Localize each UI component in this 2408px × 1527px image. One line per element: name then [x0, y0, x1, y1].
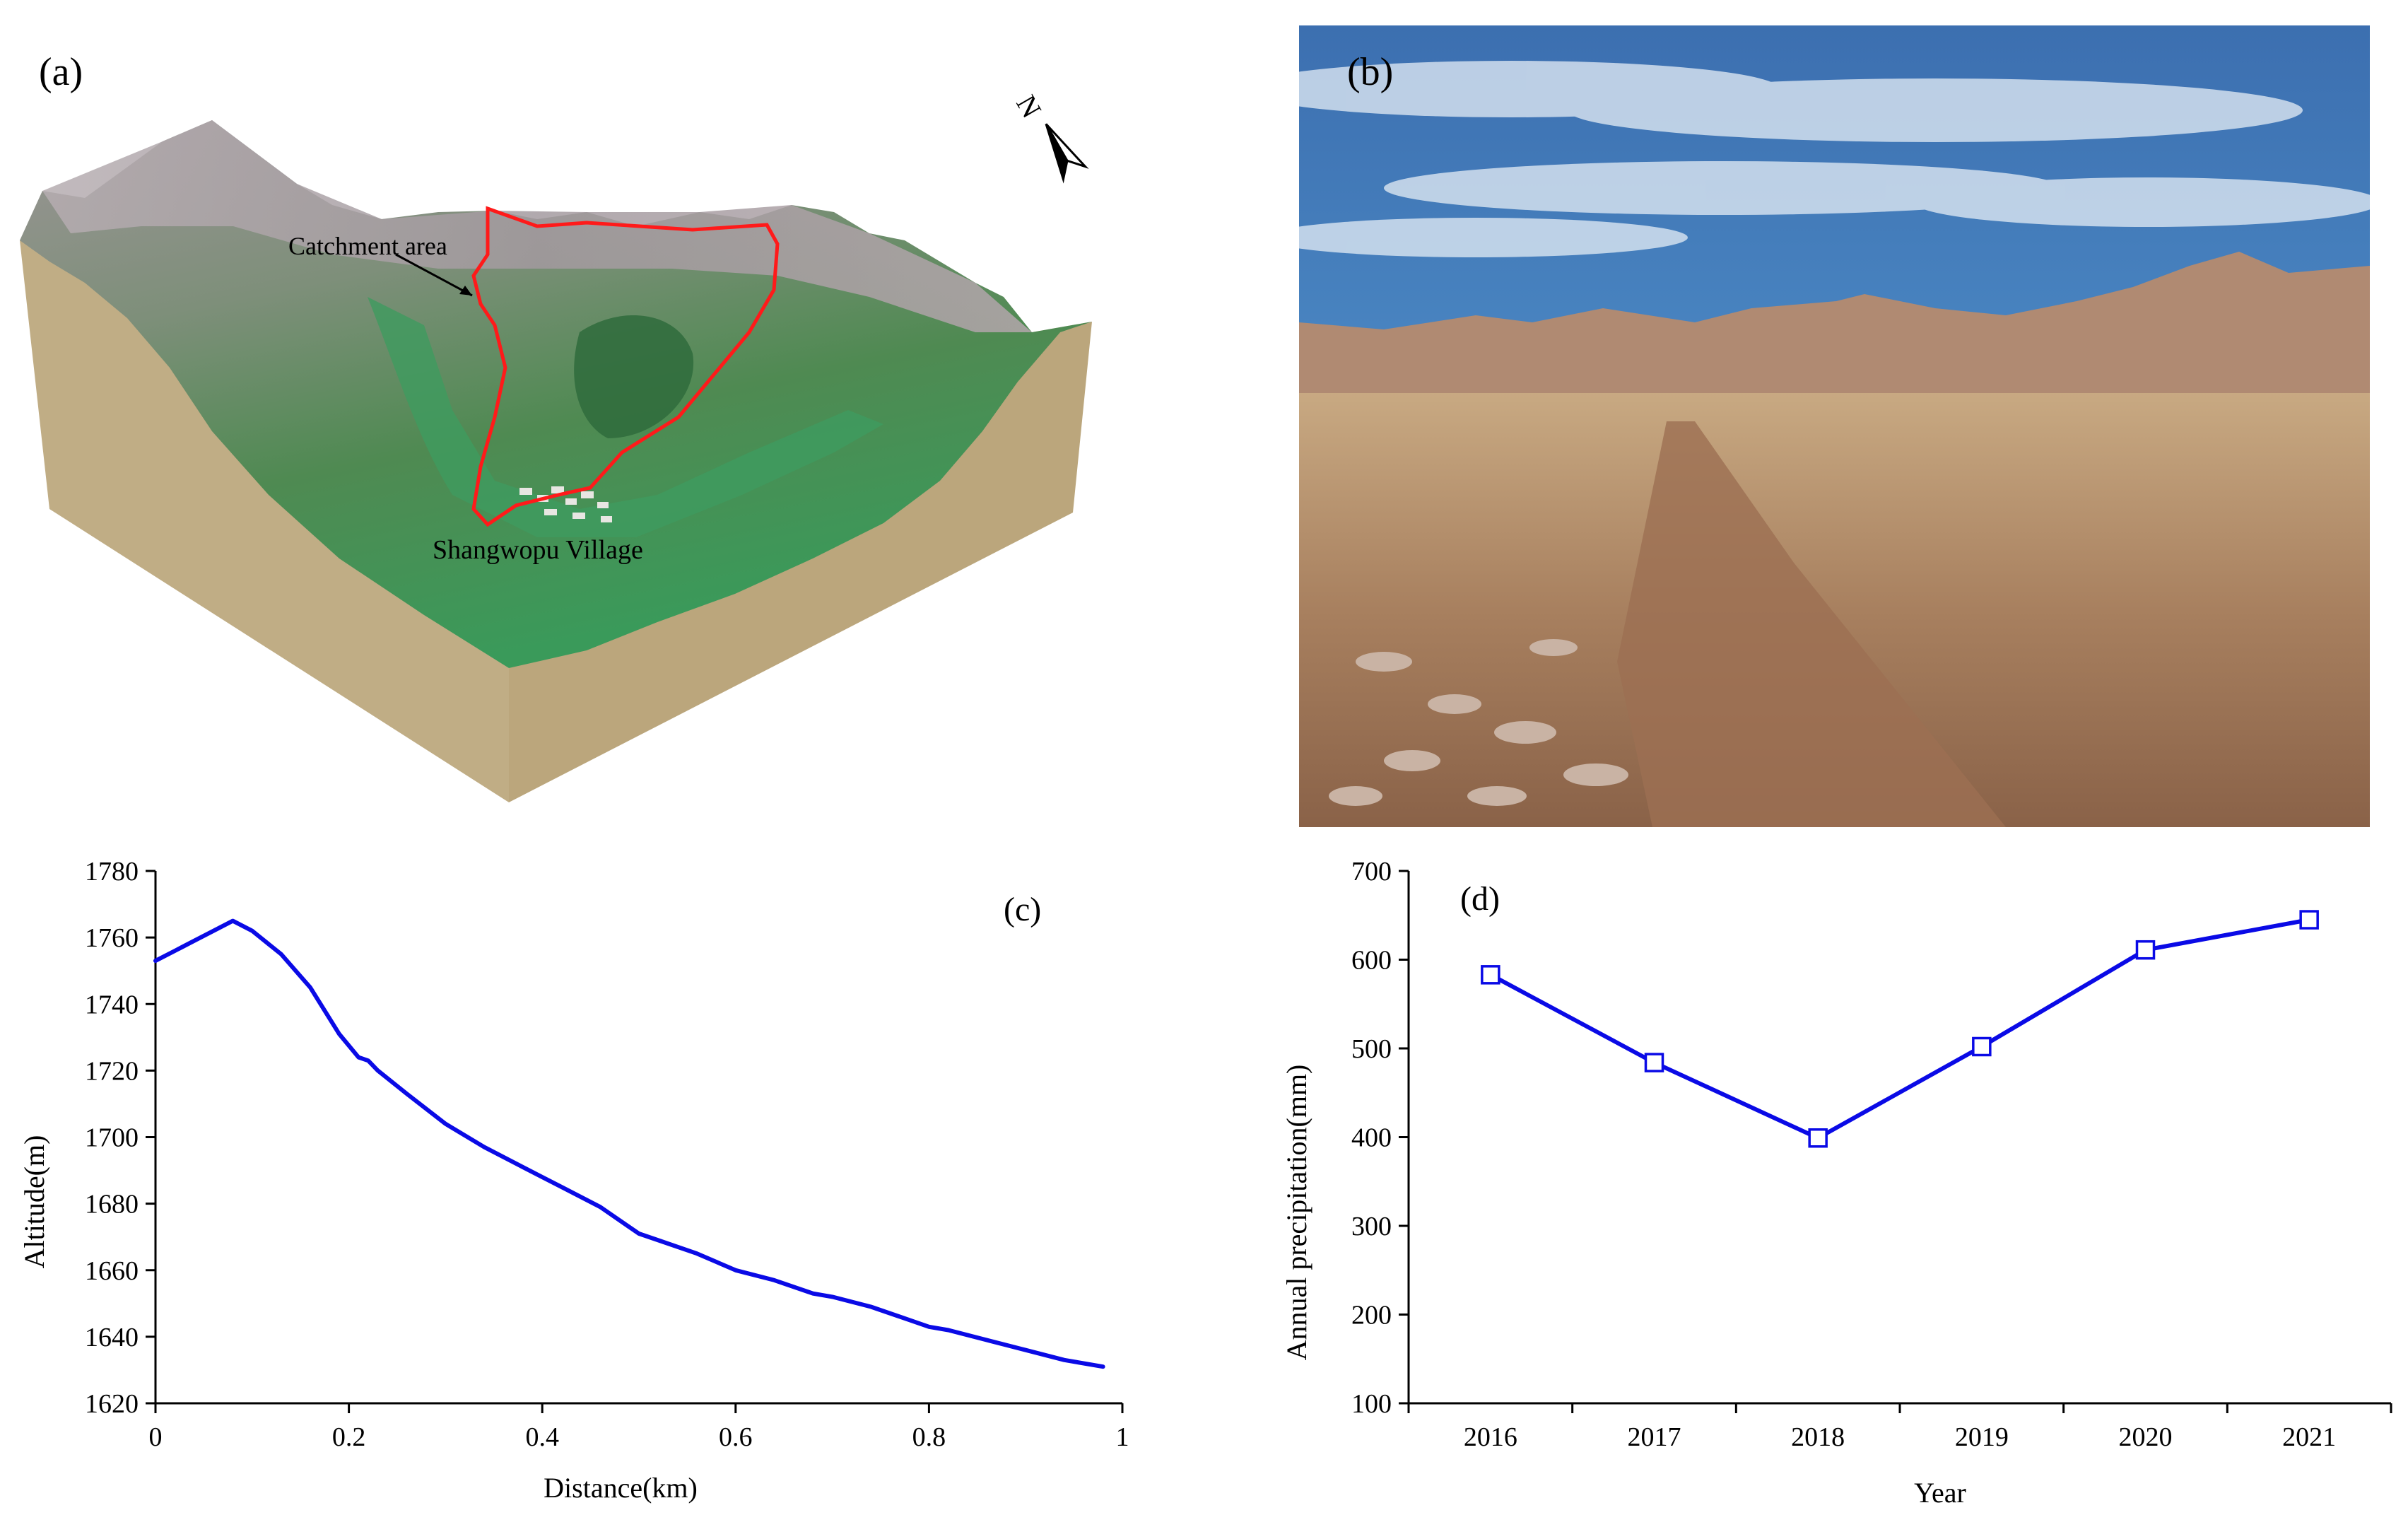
chart-c-ylabel: Altitude(m)	[18, 1135, 50, 1269]
y-tick-label: 1640	[85, 1323, 139, 1352]
chart-d-ylabel: Annual precipitation(mm)	[1281, 1065, 1312, 1361]
panel-b-label: (b)	[1347, 50, 1393, 94]
x-tick-label: 2017	[1628, 1422, 1681, 1452]
chart-d-xlabel: Year	[1914, 1477, 1966, 1509]
y-tick-label: 500	[1351, 1034, 1392, 1064]
forest-patch	[574, 315, 694, 438]
precipitation-marker	[1481, 965, 1500, 985]
shangwopu-village-label: Shangwopu Village	[433, 535, 643, 565]
precipitation-marker	[1972, 1036, 1992, 1057]
north-arrow-icon: N	[1010, 90, 1089, 184]
x-tick-label: 2018	[1791, 1422, 1845, 1452]
y-tick-label: 1720	[85, 1056, 139, 1086]
dirt-track	[1617, 421, 2006, 827]
altitude-profile-line	[153, 918, 1105, 1369]
catchment-boundary	[471, 206, 780, 527]
precipitation-marker	[1808, 1128, 1828, 1148]
y-tick-label: 700	[1351, 857, 1392, 887]
terrain-3d-panel: Catchment area Shangwopu Village N (a)	[0, 0, 1159, 834]
x-tick-label: 0.6	[719, 1422, 753, 1452]
x-tick-label: 2020	[2119, 1422, 2173, 1452]
precipitation-marker	[2135, 940, 2156, 960]
x-tick-label: 0	[149, 1422, 163, 1452]
y-tick-label: 1780	[85, 857, 139, 887]
precipitation-panel: (d) Year Annual precipitation(mm) 100 200…	[1202, 834, 2408, 1523]
rock-field	[1329, 639, 1628, 806]
chart-d-panel-label: (d)	[1460, 880, 1500, 918]
catchment-area-label: Catchment area	[288, 232, 447, 260]
terrain-block-left-side	[20, 198, 509, 802]
y-tick-label: 1680	[85, 1190, 139, 1219]
mountain-range	[1299, 252, 2370, 421]
y-tick-label: 100	[1351, 1389, 1392, 1419]
chart-c-panel-label: (c)	[1004, 891, 1041, 928]
x-tick-label: 1	[1116, 1422, 1129, 1452]
x-tick-label: 0.2	[332, 1422, 366, 1452]
precipitation-marker	[2299, 910, 2319, 930]
x-tick-label: 2021	[2282, 1422, 2336, 1452]
y-tick-label: 200	[1351, 1301, 1392, 1330]
panel-a-label: (a)	[39, 50, 83, 94]
y-tick-label: 400	[1351, 1123, 1392, 1153]
x-tick-label: 2016	[1464, 1422, 1517, 1452]
landscape-photo: (b)	[1243, 25, 2380, 827]
precipitation-marker	[1644, 1053, 1664, 1072]
y-tick-label: 1760	[85, 923, 139, 953]
north-label: N	[1010, 90, 1047, 124]
terrain-3d-map: Catchment area Shangwopu Village N (a)	[20, 50, 1092, 802]
y-tick-label: 300	[1351, 1212, 1392, 1241]
annual-precipitation-chart: (d) Year Annual precipitation(mm) 100 200…	[1281, 857, 2392, 1509]
y-tick-label: 1660	[85, 1256, 139, 1286]
altitude-profile-chart: (c) Distance(km) Altitude(m) 1620 1640 166…	[18, 857, 1129, 1504]
y-tick-label: 1700	[85, 1123, 139, 1153]
valley-vegetation	[368, 297, 883, 537]
y-tick-label: 600	[1351, 946, 1392, 976]
precipitation-line	[1489, 918, 2310, 1140]
x-tick-label: 0.8	[912, 1422, 946, 1452]
altitude-profile-panel: (c) Distance(km) Altitude(m) 1620 1640 166…	[0, 834, 1202, 1523]
clouds	[1243, 61, 2380, 257]
landscape-photo-panel: (b)	[1243, 25, 2380, 827]
x-tick-label: 0.4	[525, 1422, 559, 1452]
x-tick-label: 2019	[1955, 1422, 2009, 1452]
catchment-arrow	[395, 253, 473, 297]
y-tick-label: 1740	[85, 990, 139, 1019]
chart-c-xlabel: Distance(km)	[544, 1472, 698, 1504]
y-tick-label: 1620	[85, 1389, 139, 1419]
